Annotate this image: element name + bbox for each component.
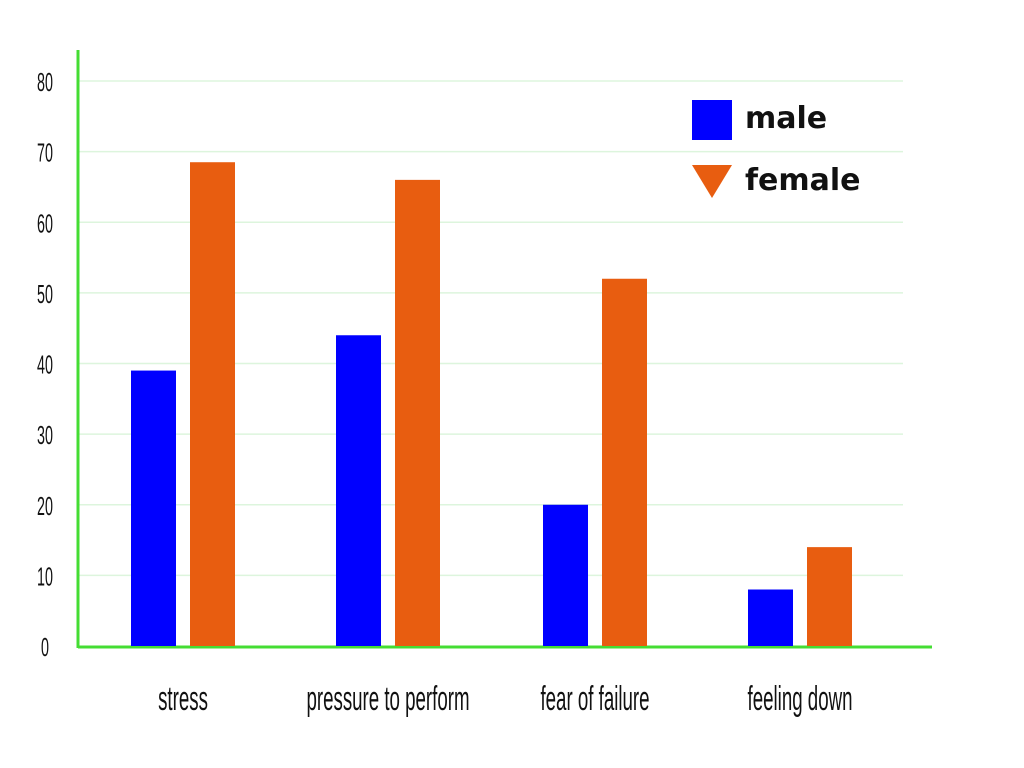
legend-female-triangle-icon xyxy=(692,165,732,198)
y-tick-label: 30 xyxy=(37,422,53,451)
y-tick-label: 0 xyxy=(41,634,49,663)
y-tick-label: 40 xyxy=(37,351,53,380)
y-tick-label: 20 xyxy=(37,492,53,521)
y-tick-label: 50 xyxy=(37,281,53,310)
y-tick-label: 10 xyxy=(37,563,53,592)
bar-female-pressure-to-perform xyxy=(395,179,440,646)
bar-female-fear-of-failure xyxy=(602,278,647,646)
legend-label-female: female xyxy=(745,163,861,198)
bar-male-pressure-to-perform xyxy=(336,335,381,646)
legend-male-square-icon xyxy=(692,100,732,140)
bar-female-stress xyxy=(190,162,235,646)
y-tick-label: 80 xyxy=(37,69,53,98)
x-category-label: feeling down xyxy=(748,679,853,717)
bar-male-fear-of-failure xyxy=(543,504,588,646)
bar-female-feeling-down xyxy=(807,547,852,646)
y-tick-label: 70 xyxy=(37,139,53,168)
x-category-label: stress xyxy=(158,679,208,717)
legend-label-male: male xyxy=(745,101,827,136)
bar-male-stress xyxy=(131,370,176,646)
x-category-label: fear of failure xyxy=(540,679,649,717)
x-category-label: pressure to perform xyxy=(306,679,469,717)
y-tick-label: 60 xyxy=(37,210,53,239)
bar-male-feeling-down xyxy=(748,589,793,646)
